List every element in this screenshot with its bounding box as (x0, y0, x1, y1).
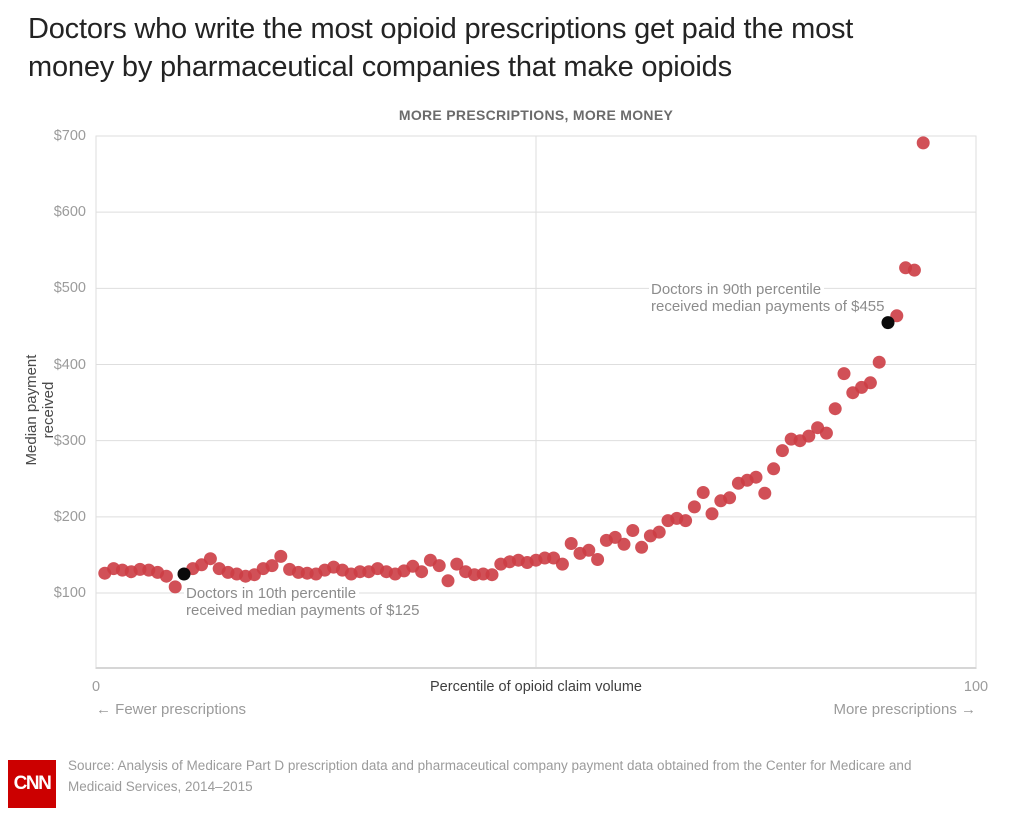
y-tick-label: $100 (53, 585, 86, 601)
data-point (265, 559, 279, 573)
data-point (626, 524, 640, 537)
y-tick-label: $300 (53, 432, 86, 449)
source-credit: Source: Analysis of Medicare Part D pres… (68, 756, 998, 797)
data-point (617, 537, 631, 551)
annotation-90th-line2: received median payments of $455 (649, 298, 888, 315)
y-tick-label: $600 (53, 204, 86, 221)
cnn-logo: CNN (8, 760, 56, 808)
data-point (802, 429, 816, 443)
data-point (485, 568, 499, 582)
data-point (608, 530, 622, 544)
annotation-10th-line1: Doctors in 10th percentile (184, 585, 360, 602)
y-axis-title: Median payment received (23, 354, 57, 466)
data-point (450, 557, 464, 571)
source-line2: Medicaid Services, 2014–2015 (68, 778, 253, 794)
data-point (837, 367, 851, 381)
data-point (758, 486, 772, 500)
data-point (687, 500, 701, 514)
more-prescriptions-label: More prescriptions → (833, 701, 976, 718)
annotation-90th-line1: Doctors in 90th percentile (649, 281, 825, 298)
data-point (916, 136, 930, 150)
data-point (819, 426, 833, 440)
data-point (863, 376, 877, 390)
data-point (274, 549, 288, 563)
data-point (775, 444, 789, 458)
annotation-90th-percentile: Doctors in 90th percentile received medi… (649, 281, 888, 315)
data-point (432, 559, 446, 573)
data-point (159, 569, 173, 583)
y-tick-label: $400 (53, 356, 86, 373)
data-point (415, 565, 429, 579)
chart-title: MORE PRESCRIPTIONS, MORE MONEY (398, 107, 674, 123)
annotation-10th-percentile: Doctors in 10th percentile received medi… (184, 585, 423, 619)
data-point (564, 537, 578, 550)
page-title: Doctors who write the most opioid prescr… (28, 10, 988, 86)
page-title-line2: money by pharmaceutical companies that m… (28, 51, 732, 83)
page-title-line1: Doctors who write the most opioid prescr… (28, 13, 854, 45)
highlight-point (177, 567, 191, 581)
data-point (696, 486, 710, 499)
data-point (555, 557, 569, 571)
data-point (652, 525, 666, 539)
data-point (872, 355, 886, 369)
data-point (635, 540, 649, 554)
source-line1: Source: Analysis of Medicare Part D pres… (68, 758, 912, 773)
data-point (679, 514, 693, 528)
fewer-prescriptions-label: ← Fewer prescriptions (96, 701, 247, 718)
data-point (907, 263, 921, 277)
highlight-point (881, 316, 895, 330)
y-tick-label: $500 (53, 280, 86, 297)
data-point (767, 462, 781, 476)
data-point (591, 553, 605, 566)
data-point (441, 574, 455, 588)
x-tick-100: 100 (963, 679, 989, 695)
gridlines (95, 135, 977, 669)
scatter-points (98, 136, 930, 594)
y-tick-label: $700 (53, 128, 86, 144)
annotation-10th-line2: received median payments of $125 (184, 602, 423, 619)
data-point (168, 580, 182, 594)
data-point (582, 543, 596, 557)
data-point (705, 507, 719, 521)
cnn-logo-text: CNN (13, 773, 52, 794)
data-point (890, 309, 904, 323)
data-point (828, 402, 842, 416)
y-tick-label: $200 (53, 508, 86, 525)
data-point (723, 491, 737, 505)
data-point (203, 552, 217, 566)
data-point (749, 470, 763, 484)
x-axis-title: Percentile of opioid claim volume (430, 679, 642, 695)
x-tick-0: 0 (91, 679, 101, 695)
